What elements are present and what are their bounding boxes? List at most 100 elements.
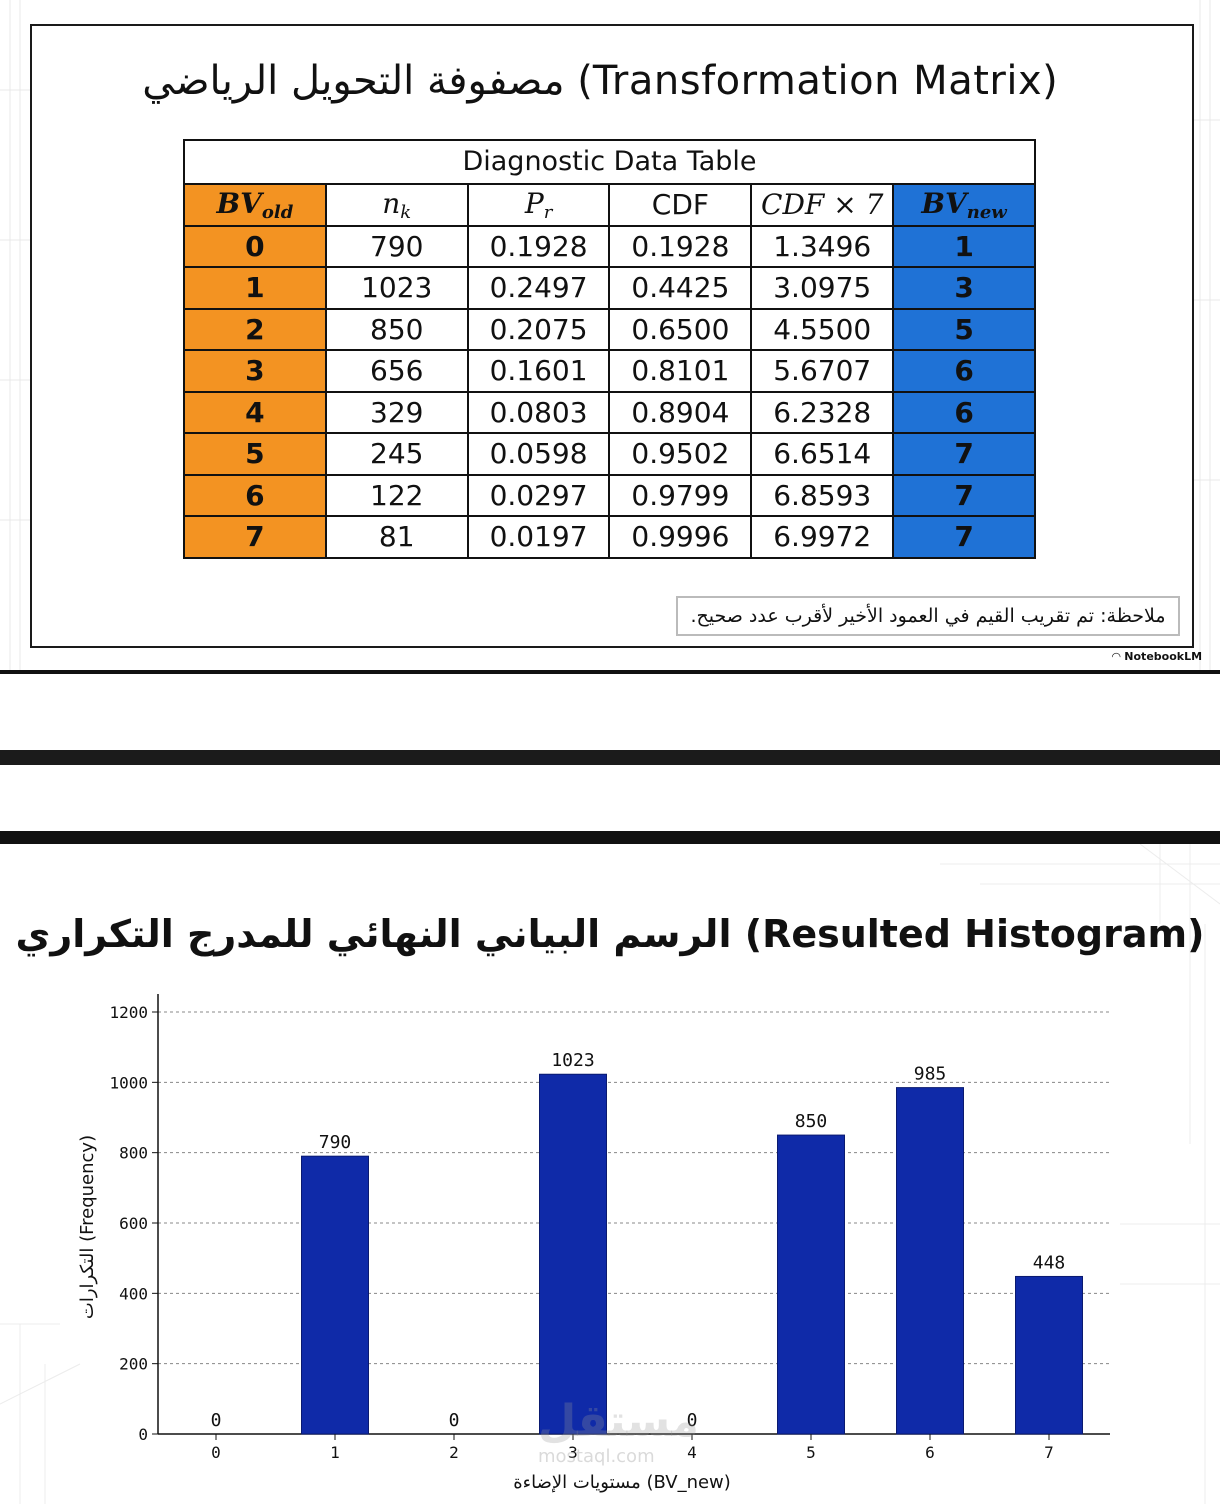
table-cell: 0.9502 [608, 432, 753, 476]
table-cell: 0.0598 [466, 432, 611, 476]
x-tick-label: 5 [806, 1443, 816, 1462]
bar-data-label: 985 [914, 1064, 947, 1085]
table-cell: 656 [324, 349, 469, 393]
separator-bar [0, 750, 1220, 765]
mostaql-watermark: مستقل [538, 1396, 699, 1447]
data-table: BVold nk Pr CDF CDF × 7 BVnew 0 790 0.1928… [183, 183, 1036, 559]
y-axis-title: التكرارات (Frequency) [77, 1135, 98, 1319]
table-body: 0 790 0.1928 0.1928 1.3496 1 1 1023 0.2497 0.4425… [183, 224, 1036, 559]
table-cell: 0.9799 [608, 473, 753, 517]
x-tick-label: 4 [687, 1443, 697, 1462]
y-tick-label: 800 [119, 1144, 148, 1163]
x-tick-label: 1 [330, 1443, 340, 1462]
bar-data-label: 0 [687, 1410, 698, 1431]
y-tick-label: 0 [138, 1425, 148, 1444]
table-cell: 0.9996 [608, 515, 753, 559]
table-cell: 122 [324, 473, 469, 517]
table-cell: 4 [183, 390, 327, 434]
table-cell: 7 [892, 515, 1036, 559]
table-row: 7 81 0.0197 0.9996 6.9972 7 [183, 515, 1036, 559]
table-cell: 245 [324, 432, 469, 476]
rounding-note: ملاحظة: تم تقريب القيم في العمود الأخير … [676, 596, 1180, 636]
table-cell: 0.2075 [466, 307, 611, 351]
x-axis-title: مستويات الإضاءة (BV_new) [513, 1472, 731, 1493]
table-cell: 850 [324, 307, 469, 351]
table-cell: 1 [183, 266, 327, 310]
table-cell: 0.4425 [608, 266, 753, 310]
histogram-bar [539, 1073, 607, 1435]
table-cell: 5 [892, 307, 1036, 351]
table-cell: 790 [324, 224, 469, 268]
bar-data-label: 790 [319, 1132, 352, 1153]
table-cell: 3.0975 [750, 266, 895, 310]
diagnostic-data-table: Diagnostic Data Table BVold nk Pr CDF CD… [183, 139, 1036, 559]
table-row: 6 122 0.0297 0.9799 6.8593 7 [183, 473, 1036, 517]
transformation-matrix-slide: مصفوفة التحويل الرياضي (Transformation M… [0, 0, 1220, 672]
table-row: 0 790 0.1928 0.1928 1.3496 1 [183, 224, 1036, 268]
table-cell: 3 [183, 349, 327, 393]
table-cell: 1023 [324, 266, 469, 310]
header-bv-new: BVnew [892, 183, 1036, 227]
y-tick-label: 200 [119, 1355, 148, 1374]
x-tick-label: 7 [1044, 1443, 1054, 1462]
bar-data-label: 1023 [551, 1050, 594, 1071]
table-cell: 2 [183, 307, 327, 351]
table-cell: 329 [324, 390, 469, 434]
table-cell: 6.8593 [750, 473, 895, 517]
slide-title: الرسم البياني النهائي للمدرج التكراري (R… [15, 912, 1205, 956]
separator-bar [0, 831, 1220, 844]
table-cell: 5.6707 [750, 349, 895, 393]
table-cell: 6 [892, 349, 1036, 393]
table-cell: 0.6500 [608, 307, 753, 351]
x-tick-label: 2 [449, 1443, 459, 1462]
brand-label: NotebookLM [1124, 650, 1203, 663]
table-row: 5 245 0.0598 0.9502 6.6514 7 [183, 432, 1036, 476]
table-cell: 6.6514 [750, 432, 895, 476]
table-cell: 6 [892, 390, 1036, 434]
notebooklm-brand: ◠ NotebookLM [1112, 650, 1202, 663]
table-cell: 5 [183, 432, 327, 476]
histogram-chart: 0 200 400 600 800 1000 1200 0 0 790 1 0 2 1023 3 0 4 850 5… [77, 994, 1110, 1493]
table-cell: 6.2328 [750, 390, 895, 434]
table-cell: 4.5500 [750, 307, 895, 351]
x-tick-label: 3 [568, 1443, 578, 1462]
slide-title: مصفوفة التحويل الرياضي (Transformation M… [142, 58, 1058, 104]
table-cell: 6 [183, 473, 327, 517]
table-cell: 1.3496 [750, 224, 895, 268]
table-cell: 0.0803 [466, 390, 611, 434]
mostaql-watermark-url: mostaql.com [538, 1446, 655, 1467]
table-cell: 7 [892, 473, 1036, 517]
histogram-bar [1015, 1275, 1083, 1435]
x-tick-label: 6 [925, 1443, 935, 1462]
table-row: 2 850 0.2075 0.6500 4.5500 5 [183, 307, 1036, 351]
table-cell: 6.9972 [750, 515, 895, 559]
header-cdf: CDF [608, 183, 753, 227]
bar-data-label: 0 [449, 1410, 460, 1431]
header-bv-old: BVold [183, 183, 327, 227]
header-pr: Pr [466, 183, 611, 227]
table-row: 3 656 0.1601 0.8101 5.6707 6 [183, 349, 1036, 393]
table-cell: 0.2497 [466, 266, 611, 310]
y-tick-label: 1000 [109, 1073, 148, 1092]
table-cell: 0.0297 [466, 473, 611, 517]
histogram-bar [896, 1087, 964, 1435]
separator-bar [0, 670, 1220, 674]
table-cell: 1 [892, 224, 1036, 268]
y-tick-label: 1200 [109, 1003, 148, 1022]
table-cell: 0.8101 [608, 349, 753, 393]
table-cell: 81 [324, 515, 469, 559]
table-row: 4 329 0.0803 0.8904 6.2328 6 [183, 390, 1036, 434]
table-cell: 7 [183, 515, 327, 559]
background-grid-decoration [0, 844, 1220, 1504]
table-cell: 0.1928 [608, 224, 753, 268]
bar-data-label: 0 [211, 1410, 222, 1431]
bar-data-label: 850 [795, 1111, 828, 1132]
histogram-bar [777, 1134, 845, 1435]
table-cell: 0.8904 [608, 390, 753, 434]
notebooklm-logo-icon: ◠ [1112, 650, 1125, 663]
table-cell: 7 [892, 432, 1036, 476]
y-tick-label: 600 [119, 1214, 148, 1233]
histogram-bar [301, 1155, 369, 1435]
table-cell: 0.1601 [466, 349, 611, 393]
y-tick-label: 400 [119, 1284, 148, 1303]
